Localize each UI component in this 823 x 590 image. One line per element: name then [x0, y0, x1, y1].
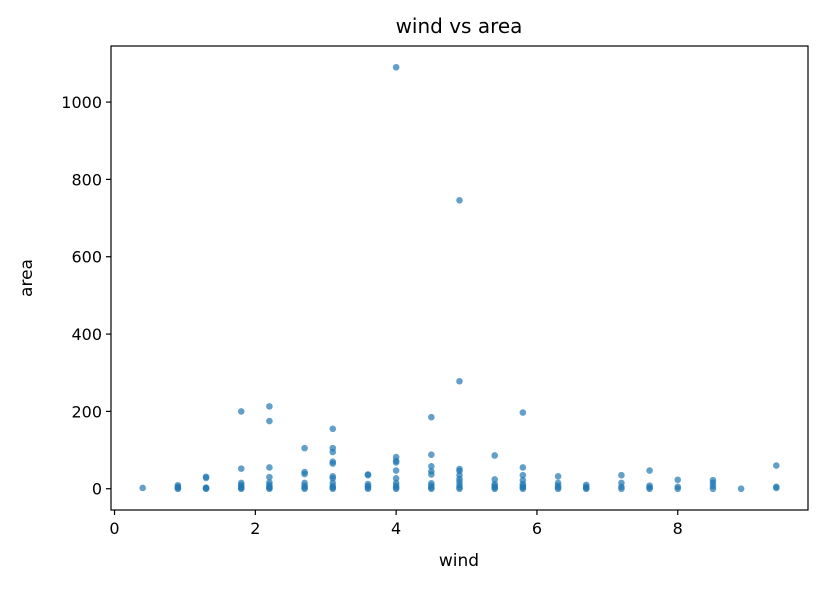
data-point — [174, 481, 182, 489]
plot-frame — [110, 45, 809, 511]
data-point — [392, 453, 400, 461]
data-point — [329, 458, 337, 465]
data-point — [301, 444, 308, 452]
data-point — [301, 468, 308, 476]
data-point — [392, 479, 400, 487]
data-point — [428, 480, 435, 487]
data-point — [618, 471, 625, 479]
data-point — [773, 483, 780, 491]
data-point — [237, 408, 245, 415]
data-point — [139, 484, 146, 492]
x-tick-label: 2 — [250, 519, 260, 538]
points-layer — [139, 63, 780, 493]
y-tick-label: 400 — [71, 325, 102, 344]
chart-title: wind vs area — [396, 14, 523, 38]
data-point — [646, 482, 653, 489]
data-point — [554, 479, 562, 487]
data-point — [364, 480, 372, 488]
x-tick-label: 6 — [532, 519, 542, 538]
y-tick-label: 800 — [71, 170, 102, 189]
data-point — [456, 465, 463, 473]
x-tick-label: 4 — [391, 519, 401, 538]
data-point — [266, 473, 273, 481]
x-axis-ticks: 0 2 4 6 8 — [109, 510, 683, 538]
data-point — [491, 480, 499, 488]
data-point — [392, 63, 400, 71]
data-point — [519, 476, 527, 484]
data-point — [491, 452, 499, 459]
data-point — [301, 479, 308, 487]
data-point — [519, 409, 527, 416]
y-tick-label: 200 — [71, 402, 102, 421]
data-point — [709, 476, 717, 484]
y-axis-label: area — [17, 259, 37, 297]
y-tick-label: 0 — [92, 480, 102, 499]
x-axis-label: wind — [439, 551, 479, 571]
data-point — [202, 473, 210, 481]
y-tick-label: 600 — [71, 248, 102, 267]
x-tick-label: 0 — [109, 519, 119, 538]
data-point — [329, 479, 337, 487]
data-point — [674, 476, 682, 484]
data-point — [202, 484, 210, 491]
data-point — [266, 403, 273, 410]
data-point — [266, 479, 273, 486]
data-point — [266, 417, 273, 425]
data-point — [266, 464, 273, 471]
data-point — [582, 481, 590, 489]
data-point — [237, 479, 245, 487]
data-point — [428, 468, 435, 475]
data-point — [618, 479, 625, 487]
data-point — [491, 476, 499, 483]
data-point — [456, 196, 463, 204]
data-point — [456, 377, 463, 385]
data-point — [428, 451, 435, 459]
y-tick-label: 1000 — [61, 93, 102, 112]
data-point — [329, 425, 337, 433]
data-point — [237, 465, 245, 472]
data-point — [737, 485, 745, 493]
data-point — [554, 473, 562, 480]
data-point — [773, 462, 780, 469]
data-point — [392, 467, 400, 474]
data-point — [329, 473, 337, 480]
data-point — [519, 471, 527, 479]
data-point — [519, 464, 527, 471]
data-point — [428, 463, 435, 470]
data-point — [329, 444, 337, 452]
data-point — [646, 467, 653, 474]
data-point — [674, 483, 682, 491]
y-axis-ticks: 0 200 400 600 800 1000 — [61, 93, 111, 499]
data-point — [392, 474, 400, 482]
data-point — [428, 413, 435, 421]
data-point — [364, 471, 372, 478]
x-tick-label: 8 — [673, 519, 683, 538]
